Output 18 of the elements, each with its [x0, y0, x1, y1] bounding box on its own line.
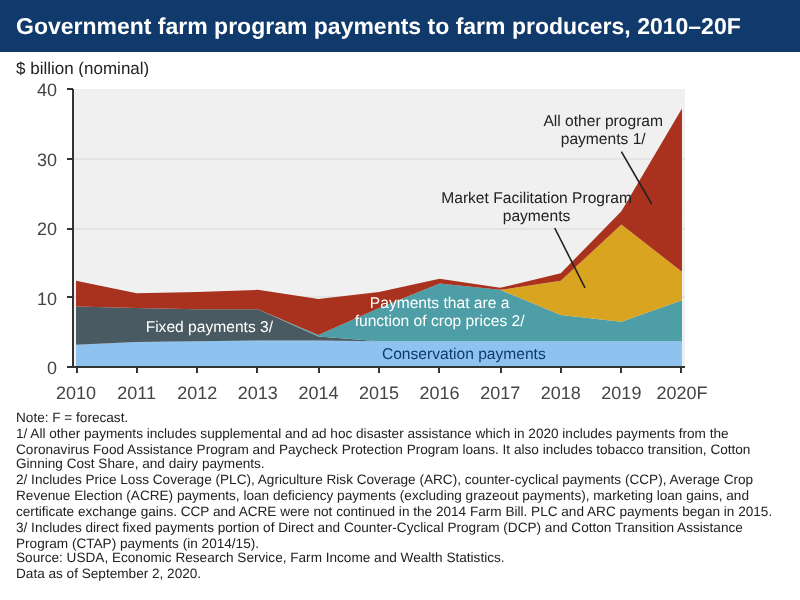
x-tick-label: 2019 [601, 383, 642, 403]
x-tick-label: 2010 [56, 383, 97, 403]
x-tick-label: 2015 [358, 383, 400, 403]
x-tick-label: 2017 [480, 383, 521, 403]
x-tick-label: 2012 [177, 383, 218, 403]
y-tick-label: 30 [36, 149, 58, 170]
y-tick-label: 0 [46, 358, 58, 378]
y-tick-label: 10 [36, 288, 58, 309]
x-tick-label: 2014 [298, 383, 339, 403]
chart-title: Government farm program payments to farm producers, 2010–20F [16, 14, 741, 44]
x-tick-label: 2011 [117, 383, 156, 403]
y-tick-label: 40 [36, 80, 58, 100]
x-tick-label: 2013 [237, 383, 278, 403]
x-tick-label: 2018 [540, 383, 581, 403]
x-tick-label: 2020F [656, 383, 709, 403]
x-tick-label: 2016 [419, 383, 460, 403]
y-tick-label: 20 [36, 219, 58, 239]
y-axis-title: $ billion (nominal) [16, 56, 150, 81]
